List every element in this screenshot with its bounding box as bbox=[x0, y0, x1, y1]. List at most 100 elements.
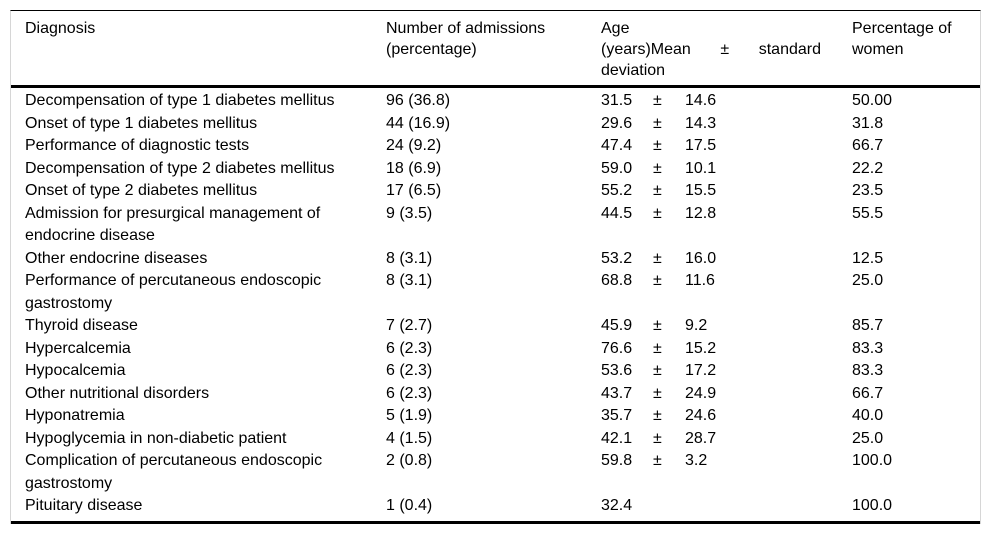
plus-minus-sign: ± bbox=[653, 249, 662, 267]
cell-age-mean: 59.0 bbox=[601, 159, 633, 177]
cell-age: 31.5 ± 14.6 bbox=[601, 90, 852, 113]
cell-age-sd: 3.2 bbox=[685, 452, 708, 469]
cell-age-sd: 14.6 bbox=[685, 92, 717, 109]
cell-pct-women: 55.5 bbox=[852, 204, 884, 222]
column-header-pct-women: Percentage of women bbox=[852, 18, 980, 60]
table-row: Onset of type 2 diabetes mellitus 17 (6.… bbox=[11, 180, 980, 203]
cell-diagnosis: Onset of type 2 diabetes mellitus bbox=[25, 182, 258, 199]
cell-diagnosis: Other endocrine diseases bbox=[25, 249, 208, 267]
table-row: Performance of diagnostic tests 24 (9.2)… bbox=[11, 135, 980, 158]
cell-admissions: 24 (9.2) bbox=[386, 137, 442, 154]
plus-minus-sign: ± bbox=[653, 362, 662, 379]
cell-pct-women: 100.0 bbox=[852, 452, 893, 469]
cell-pct-women: 12.5 bbox=[852, 249, 884, 267]
column-header-age: Age (years)Mean ± standard deviation bbox=[601, 18, 852, 81]
plus-minus-sign: ± bbox=[653, 92, 662, 109]
cell-age-mean: 35.7 bbox=[601, 407, 633, 424]
cell-age-sd: 17.2 bbox=[685, 362, 717, 379]
cell-pct-women: 25.0 bbox=[852, 429, 884, 447]
column-header-admissions-line1: Number of admissions bbox=[386, 20, 546, 37]
plus-minus-sign: ± bbox=[653, 182, 662, 199]
plus-minus-sign: ± bbox=[653, 317, 662, 334]
cell-diagnosis: Onset of type 1 diabetes mellitus bbox=[25, 114, 258, 132]
table-body: Decompensation of type 1 diabetes mellit… bbox=[11, 88, 980, 524]
cell-diagnosis: Pituitary disease bbox=[25, 497, 143, 514]
column-header-diagnosis: Diagnosis bbox=[25, 20, 96, 37]
cell-age-sd: 24.9 bbox=[685, 384, 717, 402]
plus-minus-sign bbox=[653, 495, 685, 518]
cell-age: 42.1 ± 28.7 bbox=[601, 428, 852, 451]
cell-age: 47.4 ± 17.5 bbox=[601, 135, 852, 158]
plus-minus-sign: ± bbox=[653, 407, 662, 424]
cell-age-sd: 11.6 bbox=[685, 272, 715, 289]
cell-admissions: 8 (3.1) bbox=[386, 272, 433, 289]
cell-age-mean: 44.5 bbox=[601, 204, 633, 222]
cell-diagnosis: Decompensation of type 2 diabetes mellit… bbox=[25, 159, 335, 177]
cell-pct-women: 50.00 bbox=[852, 92, 893, 109]
column-header-pct-women-line1: Percentage of bbox=[852, 20, 952, 37]
table-row: Decompensation of type 1 diabetes mellit… bbox=[11, 90, 980, 113]
cell-age: 59.0 ± 10.1 bbox=[601, 158, 852, 181]
cell-admissions: 9 (3.5) bbox=[386, 204, 433, 222]
table-row: Hypocalcemia 6 (2.3) 53.6 ± 17.2 83.3 bbox=[11, 360, 980, 383]
cell-age: 53.2 ± 16.0 bbox=[601, 248, 852, 271]
cell-admissions: 96 (36.8) bbox=[386, 92, 451, 109]
cell-pct-women: 100.0 bbox=[852, 497, 893, 514]
plus-minus-sign: ± bbox=[653, 204, 662, 222]
cell-age: 68.8 ± 11.6 bbox=[601, 270, 852, 293]
cell-diagnosis: Performance of diagnostic tests bbox=[25, 137, 250, 154]
cell-admissions: 44 (16.9) bbox=[386, 114, 451, 132]
cell-age-mean: 53.6 bbox=[601, 362, 633, 379]
column-header-age-line2: (years)Mean ± standard bbox=[601, 39, 821, 60]
cell-age: 32.4 bbox=[601, 495, 852, 518]
plus-minus-sign: ± bbox=[653, 384, 662, 402]
cell-pct-women: 22.2 bbox=[852, 159, 884, 177]
plus-minus-sign: ± bbox=[653, 429, 662, 447]
cell-diagnosis: Hypocalcemia bbox=[25, 362, 126, 379]
cell-diagnosis: Decompensation of type 1 diabetes mellit… bbox=[25, 92, 335, 109]
cell-admissions: 4 (1.5) bbox=[386, 429, 433, 447]
cell-age: 35.7 ± 24.6 bbox=[601, 405, 852, 428]
plus-minus-sign: ± bbox=[653, 452, 662, 469]
table-row: Performance of percutaneous endoscopic g… bbox=[11, 270, 980, 315]
table-row: Admission for presurgical management of … bbox=[11, 203, 980, 248]
table-row: Other nutritional disorders 6 (2.3) 43.7… bbox=[11, 383, 980, 406]
cell-age-mean: 53.2 bbox=[601, 249, 633, 267]
header-row: Diagnosis Number of admissions (percenta… bbox=[11, 18, 980, 81]
cell-age: 55.2 ± 15.5 bbox=[601, 180, 852, 203]
table-row: Other endocrine diseases 8 (3.1) 53.2 ± … bbox=[11, 248, 980, 271]
cell-diagnosis: Other nutritional disorders bbox=[25, 384, 210, 402]
cell-age: 45.9 ± 9.2 bbox=[601, 315, 852, 338]
plus-minus-sign: ± bbox=[653, 272, 662, 289]
table-row: Thyroid disease 7 (2.7) 45.9 ± 9.2 85.7 bbox=[11, 315, 980, 338]
cell-age-mean: 47.4 bbox=[601, 137, 633, 154]
cell-age-mean: 59.8 bbox=[601, 452, 633, 469]
column-header-age-line3: deviation bbox=[601, 62, 666, 79]
cell-pct-women: 31.8 bbox=[852, 114, 884, 132]
cell-age-sd: 14.3 bbox=[685, 114, 717, 132]
cell-diagnosis: Hypoglycemia in non-diabetic patient bbox=[25, 429, 287, 447]
table-row: Pituitary disease 1 (0.4) 32.4 100.0 bbox=[11, 495, 980, 518]
cell-admissions: 8 (3.1) bbox=[386, 249, 433, 267]
cell-diagnosis: Hyponatremia bbox=[25, 407, 125, 424]
cell-age: 44.5 ± 12.8 bbox=[601, 203, 852, 226]
table-row: Hypercalcemia 6 (2.3) 76.6 ± 15.2 83.3 bbox=[11, 338, 980, 361]
column-header-admissions-line2: (percentage) bbox=[386, 41, 477, 58]
plus-minus-sign: ± bbox=[653, 114, 662, 132]
admissions-table: Diagnosis Number of admissions (percenta… bbox=[10, 10, 981, 524]
cell-pct-women: 40.0 bbox=[852, 407, 884, 424]
cell-age-sd: 17.5 bbox=[685, 137, 717, 154]
plus-minus-sign: ± bbox=[653, 137, 662, 154]
cell-age-sd: 15.2 bbox=[685, 339, 717, 357]
cell-pct-women: 83.3 bbox=[852, 339, 884, 357]
column-header-age-line1: Age bbox=[601, 20, 630, 37]
plus-minus-sign: ± bbox=[720, 41, 730, 58]
table-row: Onset of type 1 diabetes mellitus 44 (16… bbox=[11, 113, 980, 136]
cell-diagnosis: Complication of percutaneous endoscopic … bbox=[25, 452, 323, 492]
cell-age-mean: 29.6 bbox=[601, 114, 633, 132]
cell-age: 76.6 ± 15.2 bbox=[601, 338, 852, 361]
column-header-pct-women-line2: women bbox=[852, 41, 904, 58]
cell-diagnosis: Admission for presurgical management of … bbox=[25, 204, 321, 245]
cell-age-mean: 45.9 bbox=[601, 317, 633, 334]
